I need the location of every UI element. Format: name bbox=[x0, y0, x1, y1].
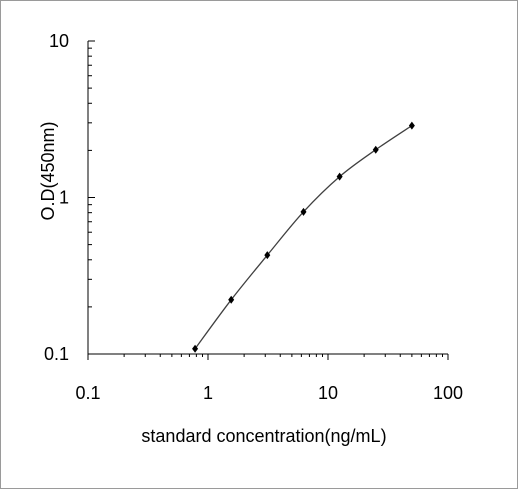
y-axis-title: O.D(450nm) bbox=[38, 121, 58, 220]
x-axis-title: standard concentration(ng/mL) bbox=[141, 426, 386, 446]
y-tick-label: 0.1 bbox=[44, 344, 69, 364]
data-point bbox=[264, 251, 271, 260]
series-layer bbox=[192, 121, 415, 353]
data-point bbox=[408, 121, 415, 130]
series-line bbox=[194, 125, 413, 350]
x-tick-label: 10 bbox=[318, 383, 338, 403]
y-axis: 0.1 1 10 bbox=[44, 31, 95, 364]
data-point bbox=[336, 172, 343, 181]
x-tick-label: 0.1 bbox=[75, 383, 100, 403]
data-point bbox=[228, 295, 235, 304]
data-point bbox=[372, 145, 379, 154]
x-tick-label: 1 bbox=[203, 383, 213, 403]
y-tick-label: 10 bbox=[49, 31, 69, 51]
x-axis: 0.1 1 10 100 bbox=[75, 353, 463, 403]
data-point bbox=[192, 344, 199, 353]
data-point bbox=[300, 207, 307, 216]
x-tick-label: 100 bbox=[433, 383, 463, 403]
y-tick-label: 1 bbox=[59, 188, 69, 208]
